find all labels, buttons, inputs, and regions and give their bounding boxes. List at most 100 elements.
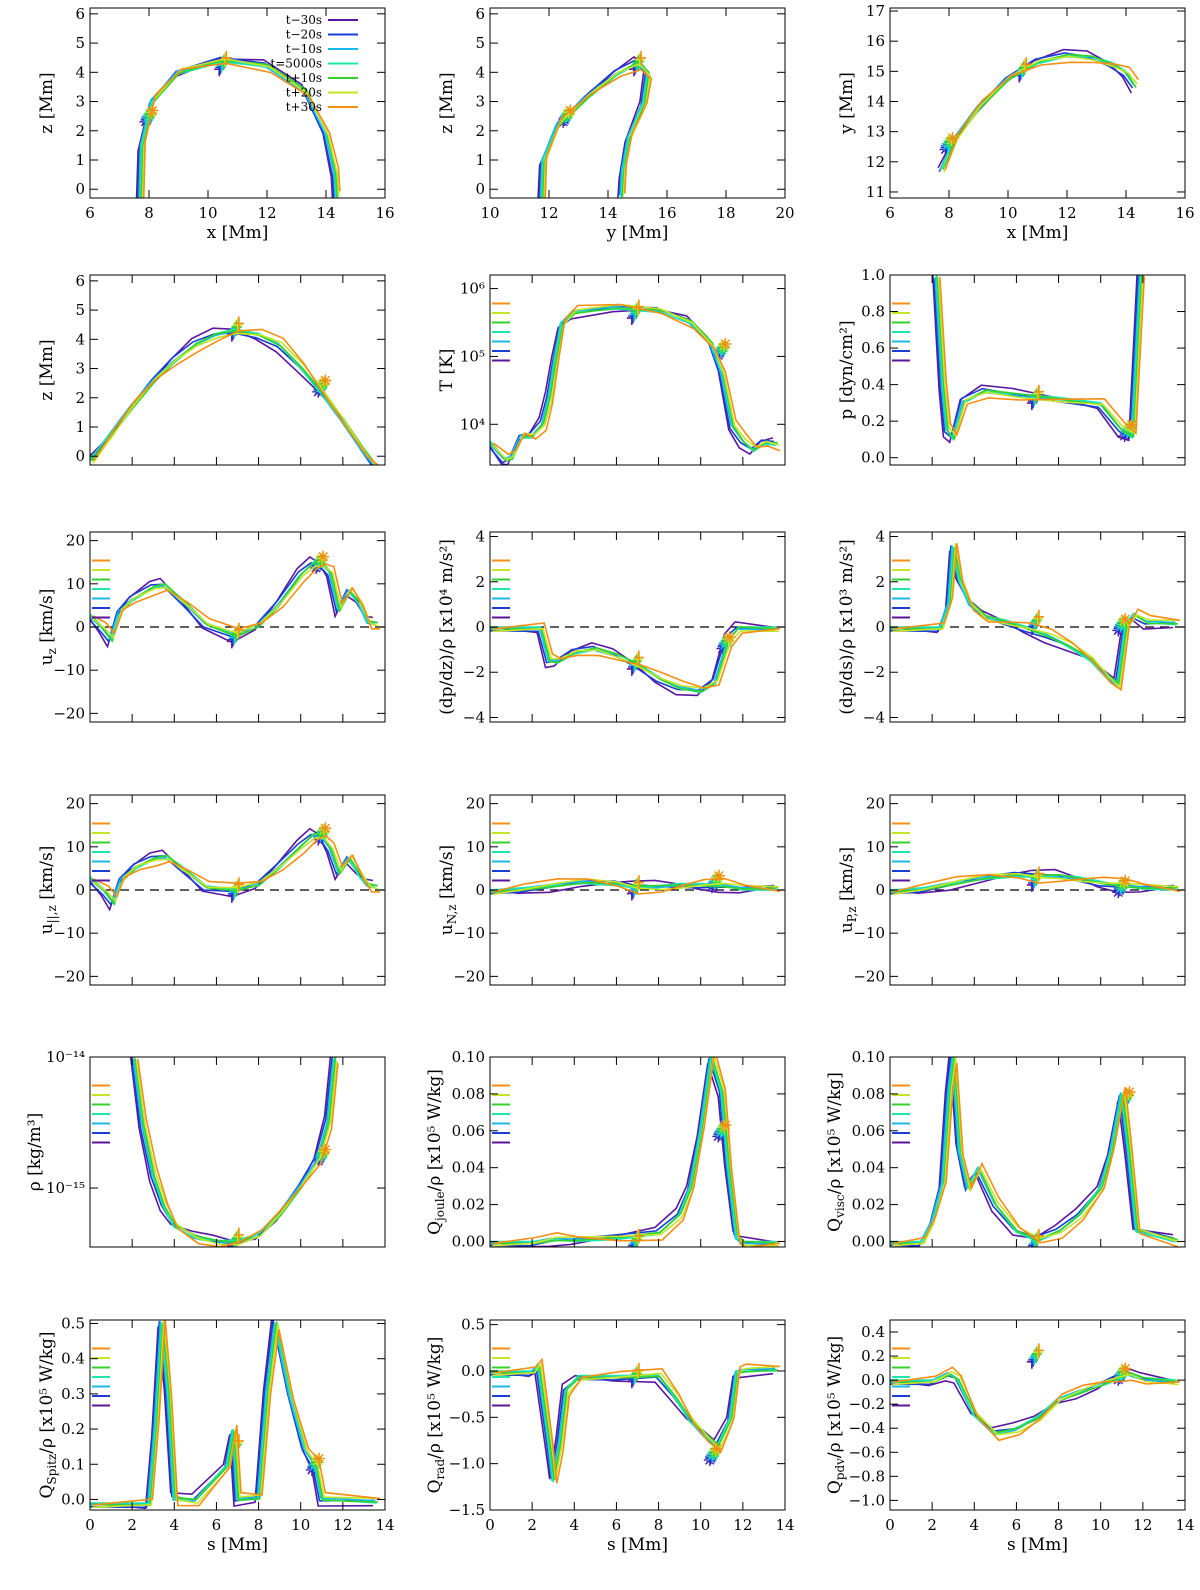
legend-label: t−20s [286, 28, 322, 42]
cross-marker [1032, 868, 1043, 883]
star-marker [1119, 874, 1132, 887]
x-tick-label: 8 [144, 204, 154, 222]
y-axis-label: z [Mm] [37, 72, 57, 133]
star-marker [564, 104, 577, 117]
cross-marker [633, 299, 644, 314]
x-tick-label: 14 [1175, 1516, 1194, 1534]
cross-marker [1032, 611, 1043, 626]
x-tick-label: 14 [316, 204, 335, 222]
y-tick-label: −20 [453, 967, 485, 985]
y-tick-label: 6 [75, 272, 85, 290]
cross-marker [1021, 57, 1032, 72]
y-tick-label: −0.8 [849, 1467, 885, 1485]
series-line-6 [135, 1060, 338, 1246]
x-tick-label: 10 [691, 1516, 710, 1534]
y-tick-label: 5 [75, 34, 85, 52]
series-group [490, 869, 781, 901]
plot-frame [89, 7, 386, 199]
series-group [890, 1057, 1181, 1247]
series-line-5 [134, 1057, 337, 1244]
x-tick-label: 10 [198, 204, 217, 222]
series-line-5 [942, 53, 1137, 170]
y-tick-label: 15 [866, 62, 885, 80]
series-line-7 [893, 543, 1181, 692]
y-tick-label: −1.0 [849, 1491, 885, 1509]
y-tick-label: −2 [863, 663, 885, 681]
series-line-1 [90, 1320, 374, 1510]
y-tick-label: 10⁴ [460, 415, 485, 433]
y-axis-label: y [Mm] [837, 72, 857, 135]
y-tick-label: 0.04 [852, 1159, 885, 1177]
y-axis-label: Qvisc/ρ [x10⁵ W/kg] [825, 1072, 847, 1232]
panel-13: 10⁻¹⁵ 10⁻¹⁴ ρ [kg/m³] [25, 1048, 386, 1248]
series-line-7 [93, 834, 381, 898]
cross-marker [633, 1362, 644, 1377]
y-axis-label: Qjoule/ρ [x10⁵ W/kg] [425, 1069, 447, 1235]
cross-marker [1032, 1345, 1043, 1360]
y-tick-label: 0.02 [452, 1196, 485, 1214]
cross-marker [232, 1229, 243, 1244]
star-marker [719, 337, 732, 350]
x-axis-label: x [Mm] [207, 223, 269, 243]
y-tick-label: 0.10 [852, 1048, 885, 1066]
y-tick-label: −10 [53, 661, 85, 679]
y-tick-label: 2 [475, 122, 485, 140]
plot-frame [889, 7, 1186, 199]
x-tick-label: 12 [733, 1516, 752, 1534]
y-tick-label: −2 [463, 663, 485, 681]
cross-marker [232, 879, 243, 894]
y-tick-label: 4 [875, 528, 885, 546]
x-tick-label: 10 [291, 1516, 310, 1534]
series-group [537, 50, 653, 198]
y-tick-label: 6 [475, 5, 485, 23]
x-tick-label: 16 [657, 204, 676, 222]
y-tick-label: 11 [866, 183, 885, 201]
panel-16: 0 2 4 6 8 10 12 14 0.0 0.1 0.2 0.3 0.4 0.5 s [Mm] QSpit… [37, 1315, 395, 1555]
star-marker [319, 822, 332, 835]
y-tick-label: 0 [475, 881, 485, 899]
series-line-1 [490, 1063, 774, 1247]
series-line-7 [544, 68, 653, 198]
series-line-1 [490, 879, 774, 895]
y-tick-label: 17 [866, 2, 885, 20]
x-tick-label: 4 [170, 1516, 180, 1534]
cross-marker [636, 50, 647, 65]
y-tick-label: 10⁶ [460, 280, 485, 298]
cross-marker [626, 1240, 637, 1247]
star-marker [710, 1442, 723, 1455]
cross-marker [632, 877, 643, 892]
y-tick-label: 0.8 [861, 303, 885, 321]
y-tick-label: −0.6 [849, 1443, 885, 1461]
y-tick-label: 3 [75, 93, 85, 111]
y-tick-label: 4 [75, 63, 85, 81]
star-marker [1123, 1085, 1136, 1098]
y-tick-label: 20 [466, 795, 485, 813]
series-group [890, 543, 1181, 692]
series-line-7 [893, 1366, 1181, 1442]
series-group [490, 1057, 781, 1247]
y-tick-label: 0.4 [861, 376, 885, 394]
series-line-3 [939, 55, 1135, 171]
series-line-3 [490, 1057, 776, 1245]
y-tick-label: 13 [866, 123, 885, 141]
x-tick-label: 20 [775, 204, 794, 222]
y-tick-label: 0.2 [61, 1420, 85, 1438]
y-tick-label: 0.0 [461, 1362, 485, 1380]
cross-marker [1033, 866, 1044, 881]
x-tick-label: 6 [212, 1516, 222, 1534]
plot-frame [489, 274, 786, 466]
series-line-4 [133, 1057, 336, 1242]
legend-label: t−10s [286, 42, 322, 56]
y-tick-label: 0.06 [452, 1122, 485, 1140]
y-tick-label: 3 [75, 360, 85, 378]
plot-frame [489, 7, 786, 199]
y-tick-label: 0.00 [452, 1232, 485, 1250]
y-tick-label: 4 [475, 63, 485, 81]
x-tick-label: 12 [1133, 1516, 1152, 1534]
series-line-6 [492, 1057, 779, 1247]
x-tick-label: 0 [485, 1516, 495, 1534]
star-marker [317, 550, 330, 563]
x-tick-label: 0 [885, 1516, 895, 1534]
y-axis-label: z [Mm] [437, 72, 457, 133]
y-tick-label: 20 [66, 532, 85, 550]
